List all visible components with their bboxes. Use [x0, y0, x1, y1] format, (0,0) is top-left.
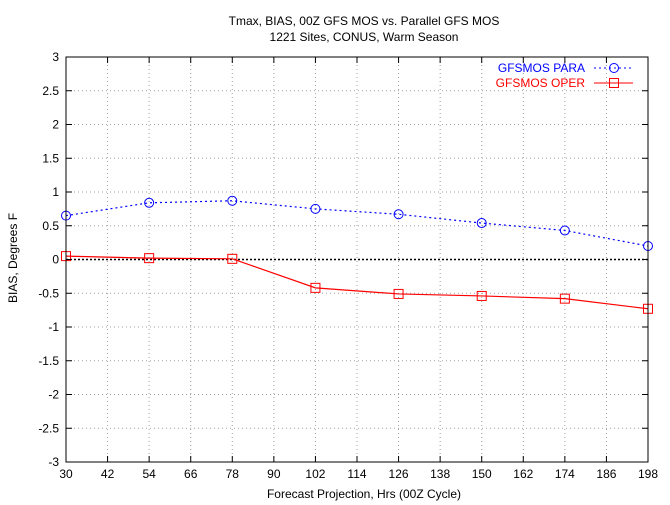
x-tick-label: 162 [513, 467, 533, 481]
x-tick-label: 138 [430, 467, 450, 481]
data-point [144, 197, 155, 208]
y-tick-label: 2 [52, 118, 59, 132]
data-point [476, 218, 487, 229]
data-point [144, 253, 155, 264]
data-point [227, 195, 238, 206]
x-tick-label: 114 [347, 467, 366, 481]
data-point [559, 293, 570, 304]
y-axis-label: BIAS, Degrees F [6, 213, 20, 303]
series-oper [61, 251, 653, 314]
legend-label-para: GFSMOS PARA [498, 61, 585, 75]
x-tick-label: 78 [226, 467, 240, 481]
legend-item-para: GFSMOS PARA [498, 61, 633, 75]
y-tick-label: -3 [48, 455, 59, 469]
x-tick-label: 90 [267, 467, 281, 481]
data-point [393, 288, 404, 299]
axis-ticks: 30 42 54 66 78 90 102 114 126 138 150 162 174 186 198-… [38, 50, 658, 481]
y-tick-label: -0.5 [38, 286, 59, 300]
x-tick-label: 150 [472, 467, 492, 481]
x-axis-label: Forecast Projection, Hrs (00Z Cycle) [267, 487, 461, 501]
legend-label-oper: GFSMOS OPER [496, 76, 586, 90]
x-tick-label: 198 [638, 467, 658, 481]
legend-marker-para [609, 63, 619, 73]
series-line [65, 200, 649, 247]
y-tick-label: -1.5 [38, 354, 59, 368]
chart-subtitle: 1221 Sites, CONUS, Warm Season [270, 30, 459, 44]
legend: GFSMOS PARA GFSMOS OPER [496, 61, 633, 90]
series-line [65, 255, 649, 310]
data-point [227, 253, 238, 264]
y-tick-label: 0.5 [42, 219, 59, 233]
y-tick-label: -2.5 [38, 421, 59, 435]
x-tick-label: 186 [596, 467, 616, 481]
y-tick-label: 1.5 [42, 151, 59, 165]
x-tick-label: 66 [184, 467, 198, 481]
x-tick-label: 126 [389, 467, 409, 481]
data-point [310, 282, 321, 293]
data-point [476, 290, 487, 301]
chart-title: Tmax, BIAS, 00Z GFS MOS vs. Parallel GFS… [229, 14, 500, 28]
y-tick-label: 0 [52, 253, 59, 267]
x-tick-label: 42 [101, 467, 115, 481]
y-tick-label: -1 [48, 320, 59, 334]
series-para [61, 195, 653, 251]
y-tick-label: 1 [52, 185, 59, 199]
data-point [310, 203, 321, 214]
legend-marker-oper [609, 78, 619, 88]
x-tick-label: 30 [59, 467, 73, 481]
x-tick-label: 54 [142, 467, 156, 481]
y-tick-label: -2 [48, 388, 59, 402]
grid-lines [66, 57, 648, 462]
data-point [393, 209, 404, 220]
legend-item-oper: GFSMOS OPER [496, 76, 633, 90]
data-point [559, 225, 570, 236]
y-tick-label: 2.5 [42, 84, 59, 98]
x-tick-label: 174 [555, 467, 575, 481]
y-tick-label: 3 [52, 50, 59, 64]
x-tick-label: 102 [305, 467, 325, 481]
